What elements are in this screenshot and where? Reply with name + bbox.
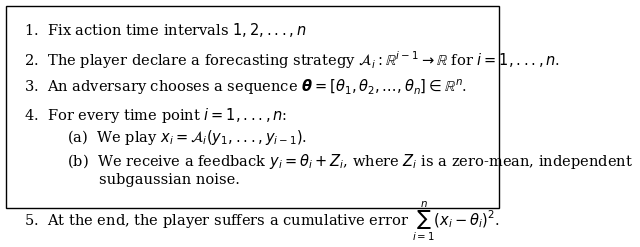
Text: subgaussian noise.: subgaussian noise.: [99, 173, 240, 187]
Text: 1.  Fix action time intervals $1, 2, ..., n$: 1. Fix action time intervals $1, 2, ...,…: [24, 21, 307, 39]
Text: 2.  The player declare a forecasting strategy $\mathcal{A}_i : \mathbb{R}^{i-1} : 2. The player declare a forecasting stra…: [24, 49, 560, 71]
Text: 5.  At the end, the player suffers a cumulative error $\sum_{i=1}^{n} (x_i - \th: 5. At the end, the player suffers a cumu…: [24, 200, 500, 243]
FancyBboxPatch shape: [6, 6, 499, 208]
Text: (a)  We play $x_i = \mathcal{A}_i(y_1, ..., y_{i-1})$.: (a) We play $x_i = \mathcal{A}_i(y_1, ..…: [67, 128, 307, 147]
Text: 3.  An adversary chooses a sequence $\boldsymbol{\theta} = [\theta_1, \theta_2, : 3. An adversary chooses a sequence $\bol…: [24, 77, 467, 97]
Text: (b)  We receive a feedback $y_i = \theta_i + Z_i$, where $Z_i$ is a zero-mean, i: (b) We receive a feedback $y_i = \theta_…: [67, 152, 633, 171]
Text: 4.  For every time point $i = 1, ..., n$:: 4. For every time point $i = 1, ..., n$:: [24, 106, 287, 125]
